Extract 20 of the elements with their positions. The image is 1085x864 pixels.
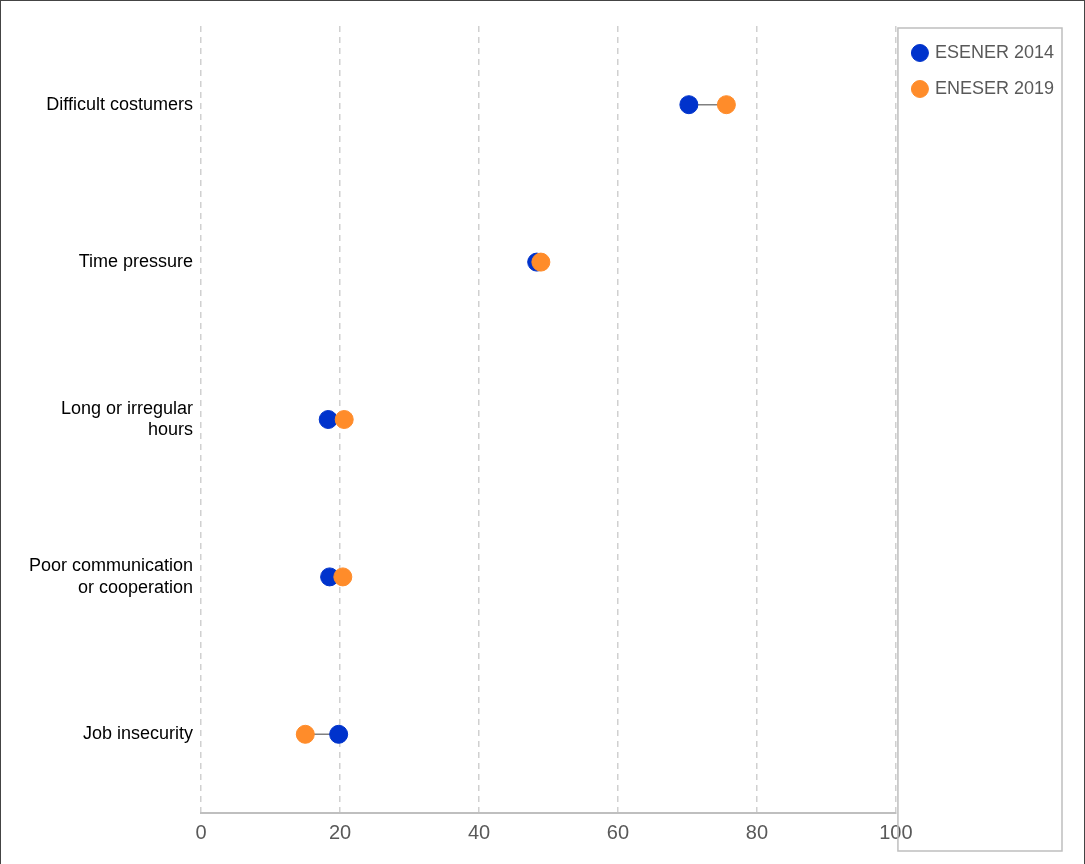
legend-label: ESENER 2014 [934, 41, 1055, 62]
point [334, 410, 354, 429]
x-tick-label: 20 [328, 820, 352, 843]
point [716, 95, 736, 115]
x-tick-label: 100 [879, 820, 913, 843]
y-tick-label: Time pressure [78, 251, 194, 272]
point [295, 724, 315, 744]
x-tick-label: 80 [745, 820, 769, 843]
y-tick-label: Job insecurity [83, 723, 194, 744]
x-tick-label: 60 [606, 820, 630, 843]
x-tick-label: 0 [195, 820, 207, 843]
point [329, 724, 349, 744]
point [318, 410, 338, 429]
y-tick-label: Long or irregular hours [61, 397, 194, 440]
point [679, 95, 699, 115]
legend-label: ENESER 2019 [934, 77, 1055, 98]
point [333, 567, 353, 587]
x-tick-label: 40 [467, 820, 491, 843]
y-tick-label: Poor communication or cooperation [29, 555, 194, 597]
y-tick-label: Difficult costumers [46, 93, 194, 114]
